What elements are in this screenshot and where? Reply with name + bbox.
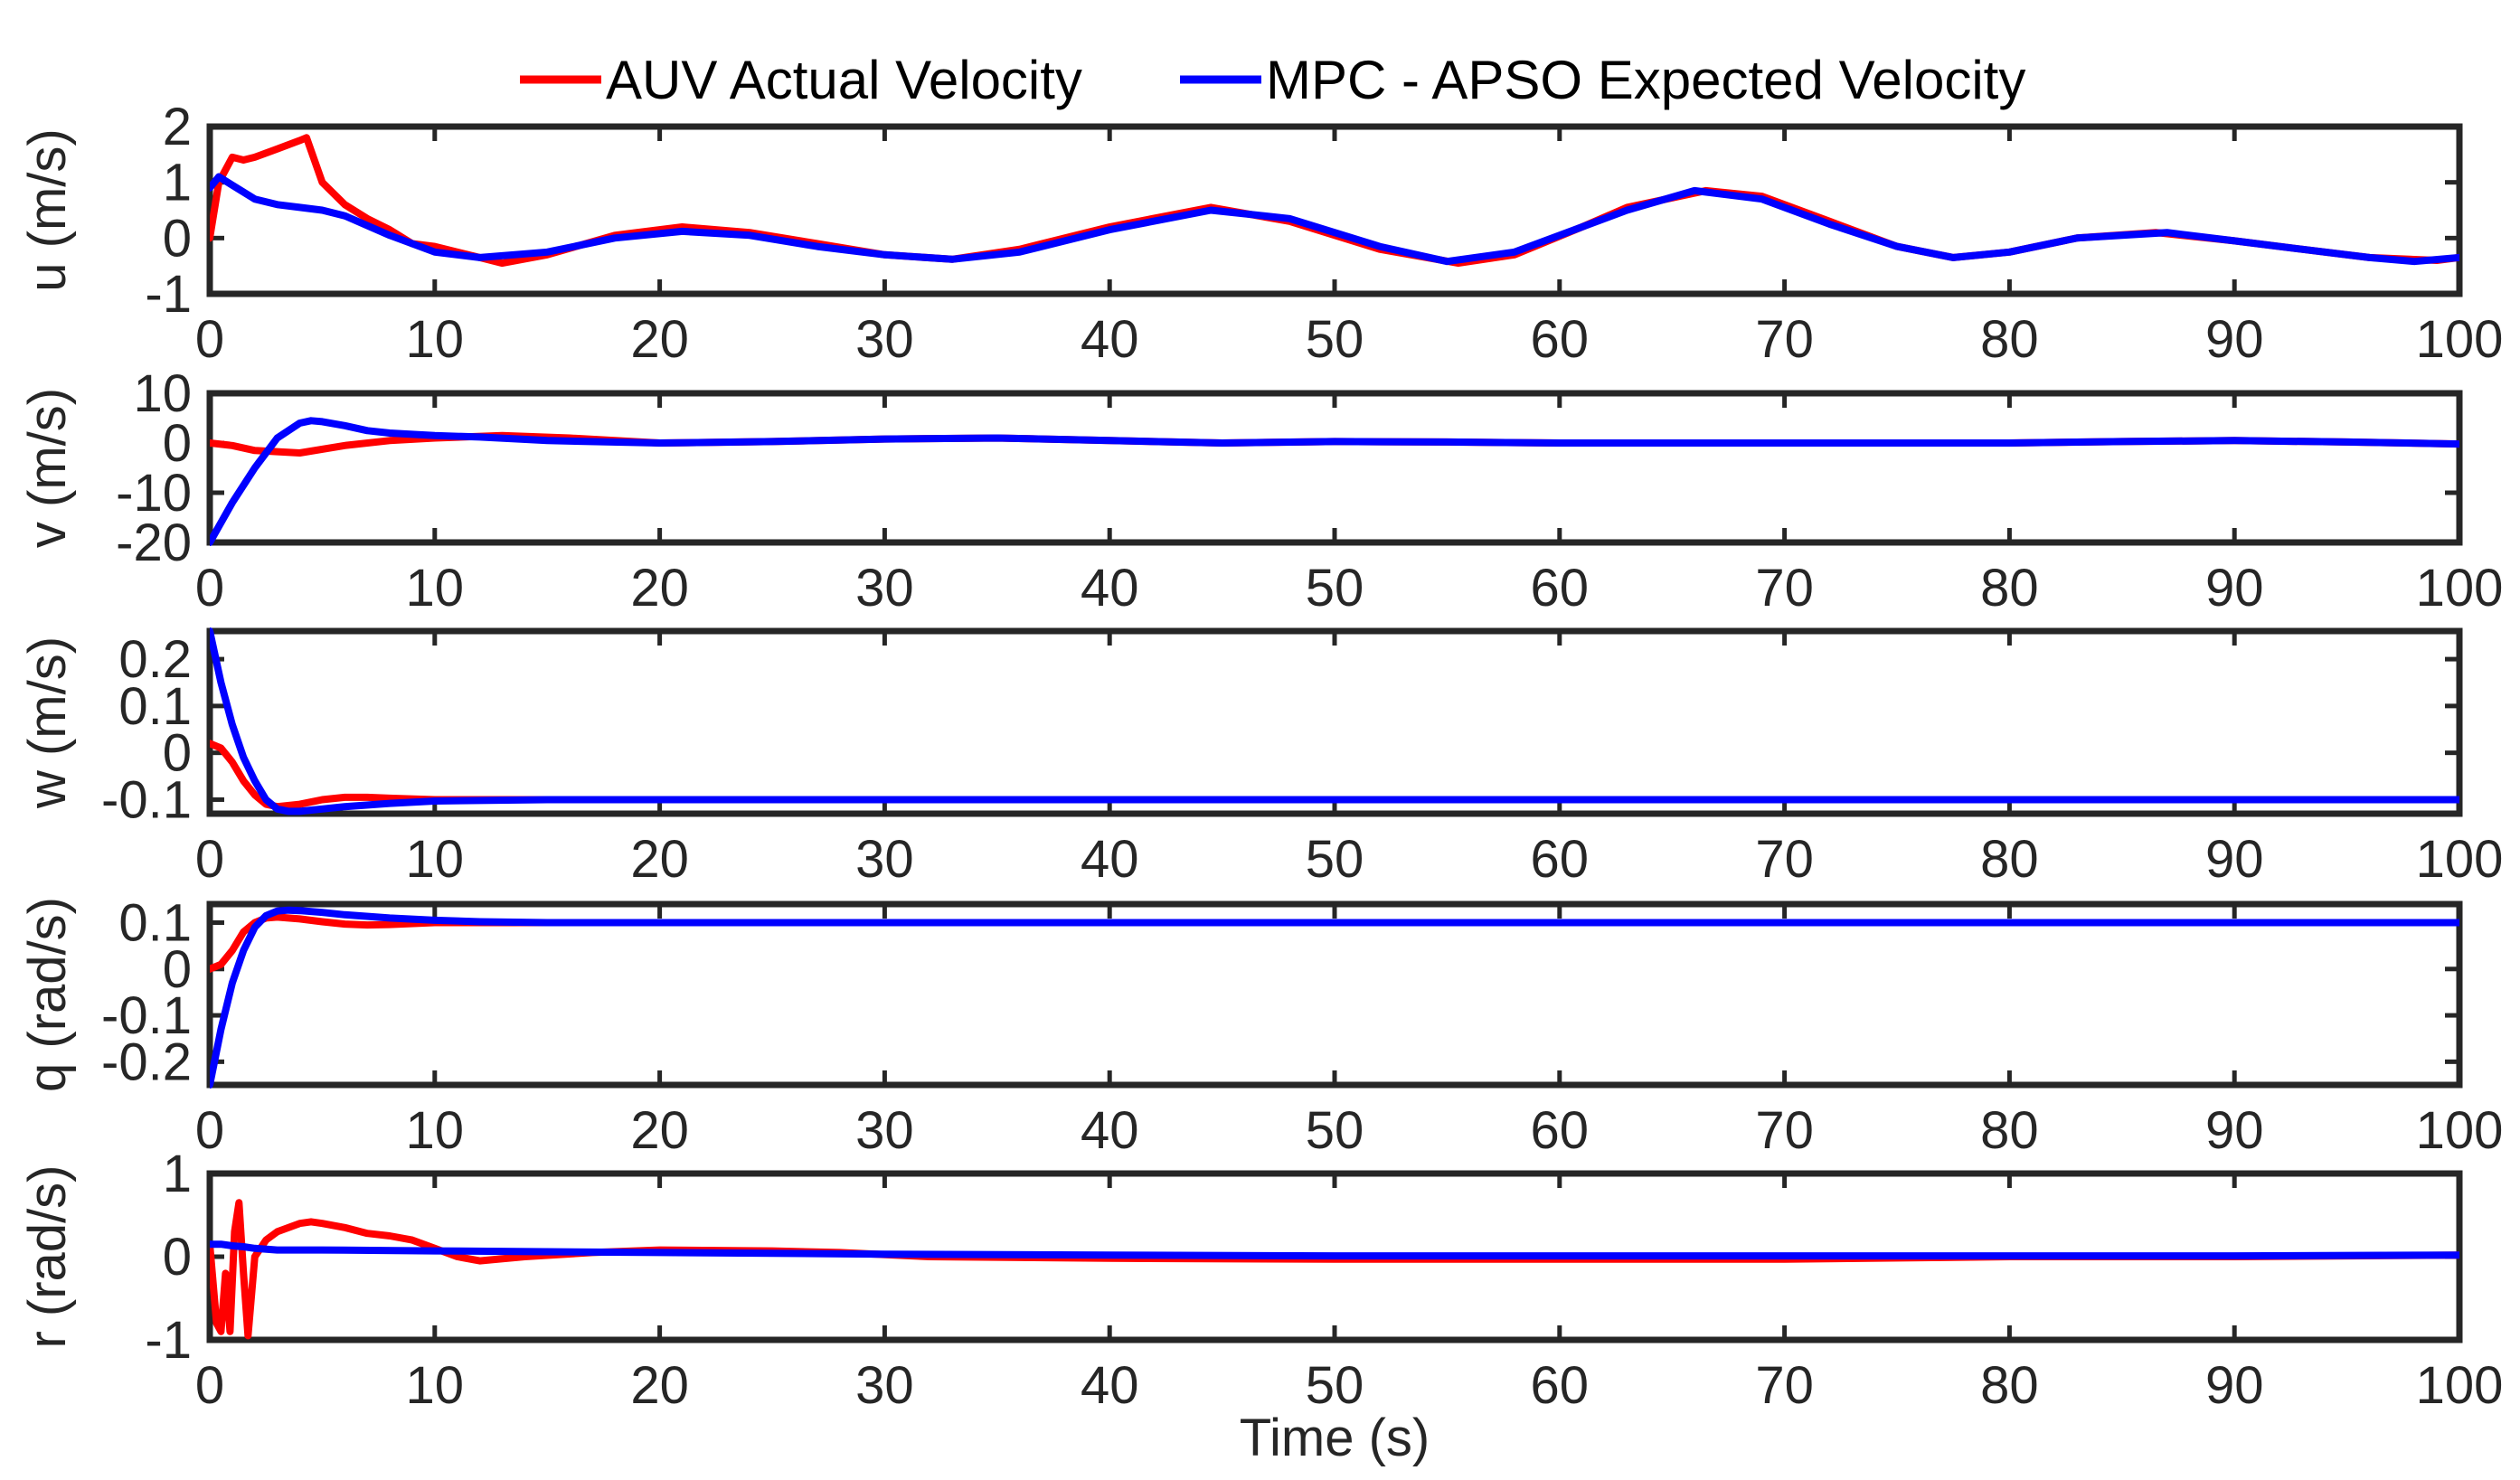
x-tick-label-v: 40 (1081, 559, 1139, 617)
y-tick-label-q: 0 (163, 940, 192, 999)
axes-box-w (206, 627, 2463, 817)
x-tick-label-u: 70 (1755, 310, 1814, 369)
legend-label-actual: AUV Actual Velocity (606, 50, 1082, 110)
x-tick-label-w: 80 (1980, 830, 2039, 889)
y-tick-label-w: 0.2 (118, 630, 192, 689)
y-axis-label-v: v (m/s) (18, 388, 77, 548)
y-tick-label-r: 0 (163, 1228, 192, 1287)
series-expected-u (210, 173, 2459, 266)
x-tick-label-v: 30 (855, 559, 914, 617)
x-tick-label-v: 0 (195, 559, 224, 617)
x-tick-label-v: 10 (406, 559, 465, 617)
x-tick-label-v: 90 (2205, 559, 2264, 617)
y-tick-label-u: 2 (163, 98, 192, 156)
x-tick-label-u: 80 (1980, 310, 2039, 369)
x-tick-label-w: 100 (2416, 830, 2504, 889)
x-tick-label-u: 0 (195, 310, 224, 369)
y-tick-label-u: -1 (145, 265, 192, 324)
y-tick-label-w: 0 (163, 724, 192, 783)
x-tick-label-q: 80 (1980, 1101, 2039, 1160)
x-tick-label-u: 60 (1531, 310, 1590, 369)
series-expected-q (210, 906, 2459, 1089)
x-tick-label-r: 70 (1755, 1356, 1814, 1415)
x-tick-label-w: 0 (195, 830, 224, 889)
x-tick-label-q: 10 (406, 1101, 465, 1160)
x-tick-label-r: 60 (1531, 1356, 1590, 1415)
x-tick-label-u: 30 (855, 310, 914, 369)
y-tick-label-q: -0.1 (101, 986, 192, 1045)
y-tick-label-v: -10 (116, 464, 192, 523)
legend: AUV Actual Velocity MPC - APSO Expected … (520, 50, 2025, 110)
y-axis-label-w: w (m/s) (18, 636, 77, 809)
axes-box-q (206, 900, 2463, 1089)
x-tick-label-r: 40 (1081, 1356, 1139, 1415)
x-tick-label-w: 40 (1081, 830, 1139, 889)
x-tick-label-q: 40 (1081, 1101, 1139, 1160)
y-axis-label-u: u (m/s) (18, 128, 77, 291)
x-tick-label-w: 50 (1306, 830, 1364, 889)
x-tick-label-w: 90 (2205, 830, 2264, 889)
x-tick-label-v: 20 (630, 559, 689, 617)
x-tick-label-u: 40 (1081, 310, 1139, 369)
x-tick-label-q: 70 (1755, 1101, 1814, 1160)
y-tick-label-v: 0 (163, 414, 192, 473)
x-tick-label-r: 0 (195, 1356, 224, 1415)
x-tick-label-r: 10 (406, 1356, 465, 1415)
y-tick-label-w: -0.1 (101, 770, 192, 829)
y-axis-label-r: r (rad/s) (18, 1165, 77, 1349)
axes-box-v (206, 390, 2463, 546)
x-axis-label: Time (s) (1240, 1409, 1430, 1467)
x-tick-label-v: 100 (2416, 559, 2504, 617)
x-tick-label-w: 30 (855, 830, 914, 889)
x-tick-label-u: 20 (630, 310, 689, 369)
x-tick-label-q: 90 (2205, 1101, 2264, 1160)
x-tick-label-w: 20 (630, 830, 689, 889)
x-tick-label-v: 80 (1980, 559, 2039, 617)
y-tick-label-w: 0.1 (118, 677, 192, 736)
x-tick-label-q: 0 (195, 1101, 224, 1160)
y-tick-label-u: 1 (163, 154, 192, 212)
x-tick-label-r: 50 (1306, 1356, 1364, 1415)
y-tick-label-r: -1 (145, 1311, 192, 1370)
x-tick-label-v: 50 (1306, 559, 1364, 617)
y-tick-label-u: 0 (163, 209, 192, 268)
x-tick-label-r: 30 (855, 1356, 914, 1415)
y-tick-label-v: -20 (116, 514, 192, 572)
x-tick-label-q: 50 (1306, 1101, 1364, 1160)
x-tick-label-q: 100 (2416, 1101, 2504, 1160)
y-tick-label-q: 0.1 (118, 894, 192, 953)
legend-label-expected: MPC - APSO Expected Velocity (1266, 50, 2025, 110)
x-tick-label-w: 70 (1755, 830, 1814, 889)
x-tick-label-w: 10 (406, 830, 465, 889)
x-tick-label-w: 60 (1531, 830, 1590, 889)
x-tick-label-r: 80 (1980, 1356, 2039, 1415)
x-tick-label-q: 30 (855, 1101, 914, 1160)
x-tick-label-u: 10 (406, 310, 465, 369)
x-tick-label-u: 100 (2416, 310, 2504, 369)
axes-box-u (206, 123, 2463, 297)
x-tick-label-v: 60 (1531, 559, 1590, 617)
x-tick-label-q: 20 (630, 1101, 689, 1160)
x-tick-label-r: 20 (630, 1356, 689, 1415)
x-tick-label-r: 90 (2205, 1356, 2264, 1415)
x-tick-label-r: 100 (2416, 1356, 2504, 1415)
y-axis-label-q: q (rad/s) (18, 897, 77, 1092)
x-tick-label-v: 70 (1755, 559, 1814, 617)
x-tick-label-u: 50 (1306, 310, 1364, 369)
series-expected-w (210, 627, 2459, 815)
series-expected-r (210, 1240, 2459, 1260)
y-tick-label-q: -0.2 (101, 1032, 192, 1091)
y-tick-label-r: 1 (163, 1145, 192, 1203)
series-expected-v (210, 417, 2459, 546)
x-tick-label-q: 60 (1531, 1101, 1590, 1160)
x-tick-label-u: 90 (2205, 310, 2264, 369)
y-tick-label-v: 10 (133, 364, 192, 423)
